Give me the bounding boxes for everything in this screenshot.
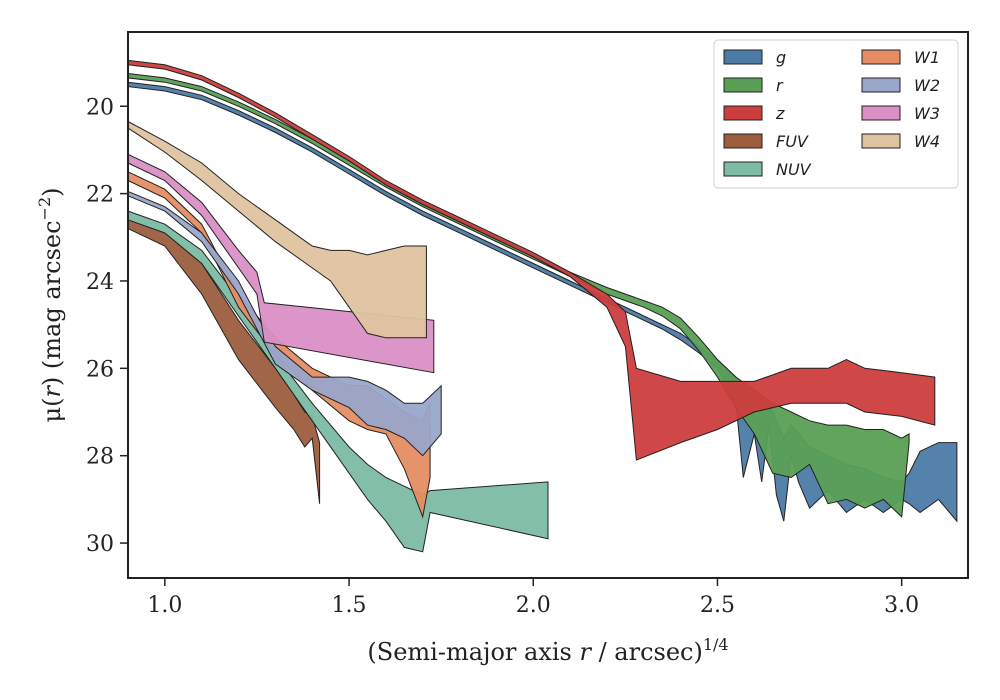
y-tick-label: 26 [86,357,114,382]
y-tick-label: 20 [86,95,114,120]
y-tick-label: 30 [86,532,114,557]
x-axis-label-exponent: 1/4 [703,635,729,654]
x-axis-label-post: / arcsec) [591,638,703,666]
legend-label-w3: W3 [914,104,940,123]
legend-swatch-z [723,105,763,121]
legend-label-r: r [776,76,784,95]
series-bands [127,59,958,553]
legend-label-g: g [776,48,786,67]
legend-swatch-g [723,49,763,65]
legend-swatch-fuv [723,133,763,149]
axis-ticks: 1.0 1.5 2.0 2.5 3.0 20 22 24 26 28 30 [86,95,919,618]
y-tick-label: 22 [86,183,114,208]
legend-swatch-w2 [861,77,901,93]
plot-frame [127,31,969,579]
x-tick-label: 2.5 [700,593,735,618]
series-band-w4 [127,120,427,339]
legend-swatch-w3 [861,105,901,121]
series-band-fuv [127,219,321,504]
x-tick-label: 2.0 [516,593,551,618]
legend-label-z: z [775,104,785,123]
legend-swatch-w1 [861,49,901,65]
legend: grz FUV NUV W1 W2 W3 W4 [713,39,959,189]
x-tick-label: 1.5 [332,593,367,618]
legend-swatch-nuv [723,161,763,177]
y-axis-label-exponent: −2 [35,197,54,221]
legend-label-w2: W2 [914,76,940,95]
y-tick-label: 28 [86,445,114,470]
x-axis-label-pre: (Semi-major axis [367,638,579,666]
y-axis-label-close: ) [38,187,66,196]
y-tick-label: 24 [86,270,114,295]
legend-label-w1: W1 [914,48,940,67]
x-axis-label: (Semi-major axis r / arcsec)1/4 [367,635,728,666]
legend-label-nuv: NUV [776,160,812,179]
legend-swatch-r [723,77,763,93]
legend-label-fuv: FUV [776,132,809,151]
x-axis-label-var: r [579,638,592,666]
x-tick-label: 3.0 [884,593,919,618]
x-tick-label: 1.0 [147,593,182,618]
legend-swatch-w4 [861,133,901,149]
legend-box [713,39,959,189]
y-axis-label-var: r [38,385,66,398]
legend-label-w4: W4 [914,132,940,151]
y-axis-label-post: ) (mag arcsec [38,220,66,386]
series-band-z [127,59,936,461]
y-axis-label-pre: μ( [38,398,66,423]
y-axis-label: μ(r) (mag arcsec−2) [35,187,66,422]
